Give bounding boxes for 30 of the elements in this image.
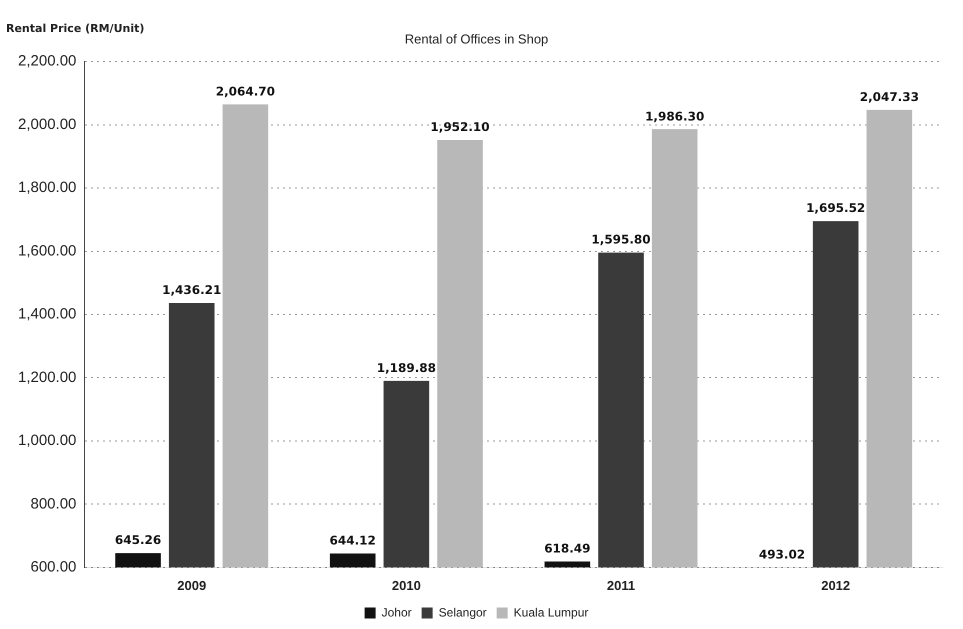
text: 493.02 bbox=[758, 548, 806, 562]
legend-label: Selangor bbox=[438, 605, 487, 620]
y-tick-label: 1,400.00 bbox=[18, 306, 76, 323]
data-label: 1,595.80 bbox=[591, 232, 651, 247]
data-label: 1,986.30 bbox=[645, 109, 704, 124]
data-label: 645.26 bbox=[114, 533, 162, 548]
data-label: 2,047.33 bbox=[860, 90, 919, 104]
y-axis-title: Rental Price (RM/Unit) bbox=[6, 22, 144, 35]
x-tick-label: 2010 bbox=[392, 578, 421, 593]
y-tick-label: 2,200.00 bbox=[18, 52, 76, 70]
y-tick-label: 1,800.00 bbox=[18, 179, 76, 196]
y-tick-label: 1,600.00 bbox=[18, 242, 76, 260]
y-tick-label: 1,200.00 bbox=[18, 368, 76, 386]
y-tick-label: 2,000.00 bbox=[18, 116, 76, 133]
data-label: 1,436.21 bbox=[162, 283, 222, 298]
data-label: 1,952.10 bbox=[430, 120, 490, 134]
chart-title: Rental of Offices in Shop bbox=[404, 31, 548, 46]
legend-label: Johor bbox=[382, 605, 412, 620]
legend-label: Kuala Lumpur bbox=[514, 605, 588, 620]
data-label: 618.49 bbox=[544, 542, 591, 556]
data-label: 2,064.70 bbox=[216, 84, 275, 98]
y-tick-label: 800.00 bbox=[30, 495, 76, 512]
x-tick-label: 2012 bbox=[821, 578, 850, 593]
data-label: 644.12 bbox=[330, 534, 376, 548]
x-tick-label: 2011 bbox=[606, 578, 636, 593]
data-label: 1,189.88 bbox=[376, 361, 436, 376]
data-label: 1,695.52 bbox=[806, 201, 866, 216]
y-tick-label: 1,000.00 bbox=[18, 432, 76, 450]
y-tick-label: 600.00 bbox=[30, 558, 76, 576]
x-tick-label: 2009 bbox=[177, 578, 206, 593]
